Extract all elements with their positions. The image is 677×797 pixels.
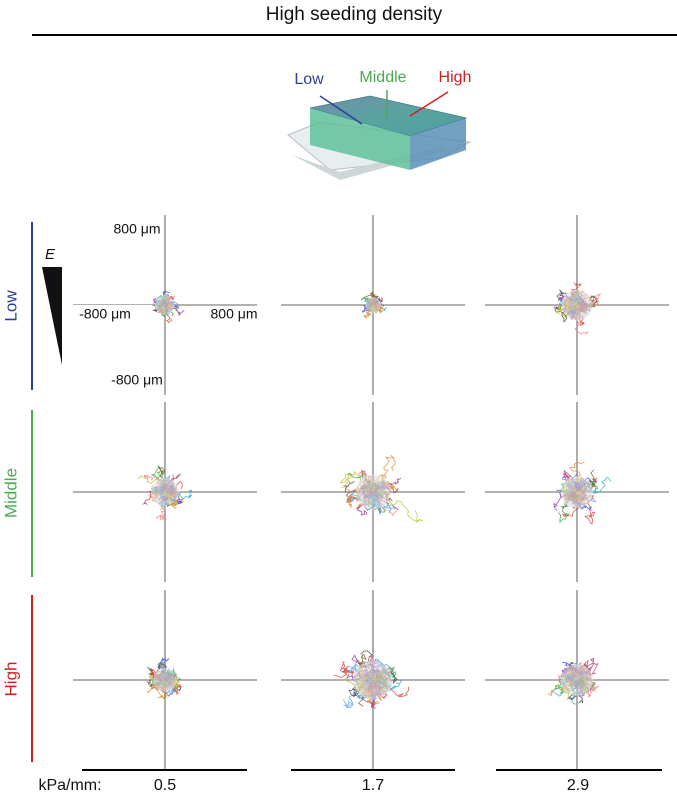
axis-label: 800 μm [114, 221, 161, 237]
row-label: High [1, 662, 20, 697]
row-label: Middle [1, 468, 20, 518]
axis-label: 800 μm [211, 306, 258, 322]
trajectory-core [560, 663, 594, 697]
column-label: 2.9 [567, 777, 589, 794]
trajectory-core [155, 295, 175, 315]
schematic: Low Middle High [287, 69, 472, 180]
trajectory-core [365, 297, 381, 313]
trajectory-core [353, 660, 393, 700]
column-label: 1.7 [362, 777, 384, 794]
trajectory-core [561, 289, 593, 321]
schematic-label: Middle [359, 69, 406, 86]
row-label: Low [1, 290, 20, 322]
trajectory-core [151, 478, 179, 506]
axis-label: -800 μm [111, 372, 163, 388]
trajectory-core [560, 475, 594, 509]
trajectory-core [153, 668, 177, 692]
stiffness-wedge [42, 267, 62, 365]
schematic-label: High [439, 69, 472, 86]
column-unit: kPa/mm: [38, 777, 101, 794]
schematic-label: Low [294, 71, 324, 88]
axis-label: -800 μm [79, 306, 131, 322]
stiffness-symbol: E [45, 246, 56, 263]
column-label: 0.5 [154, 777, 176, 794]
trajectory-core [355, 474, 391, 510]
title: High seeding density [266, 4, 443, 25]
